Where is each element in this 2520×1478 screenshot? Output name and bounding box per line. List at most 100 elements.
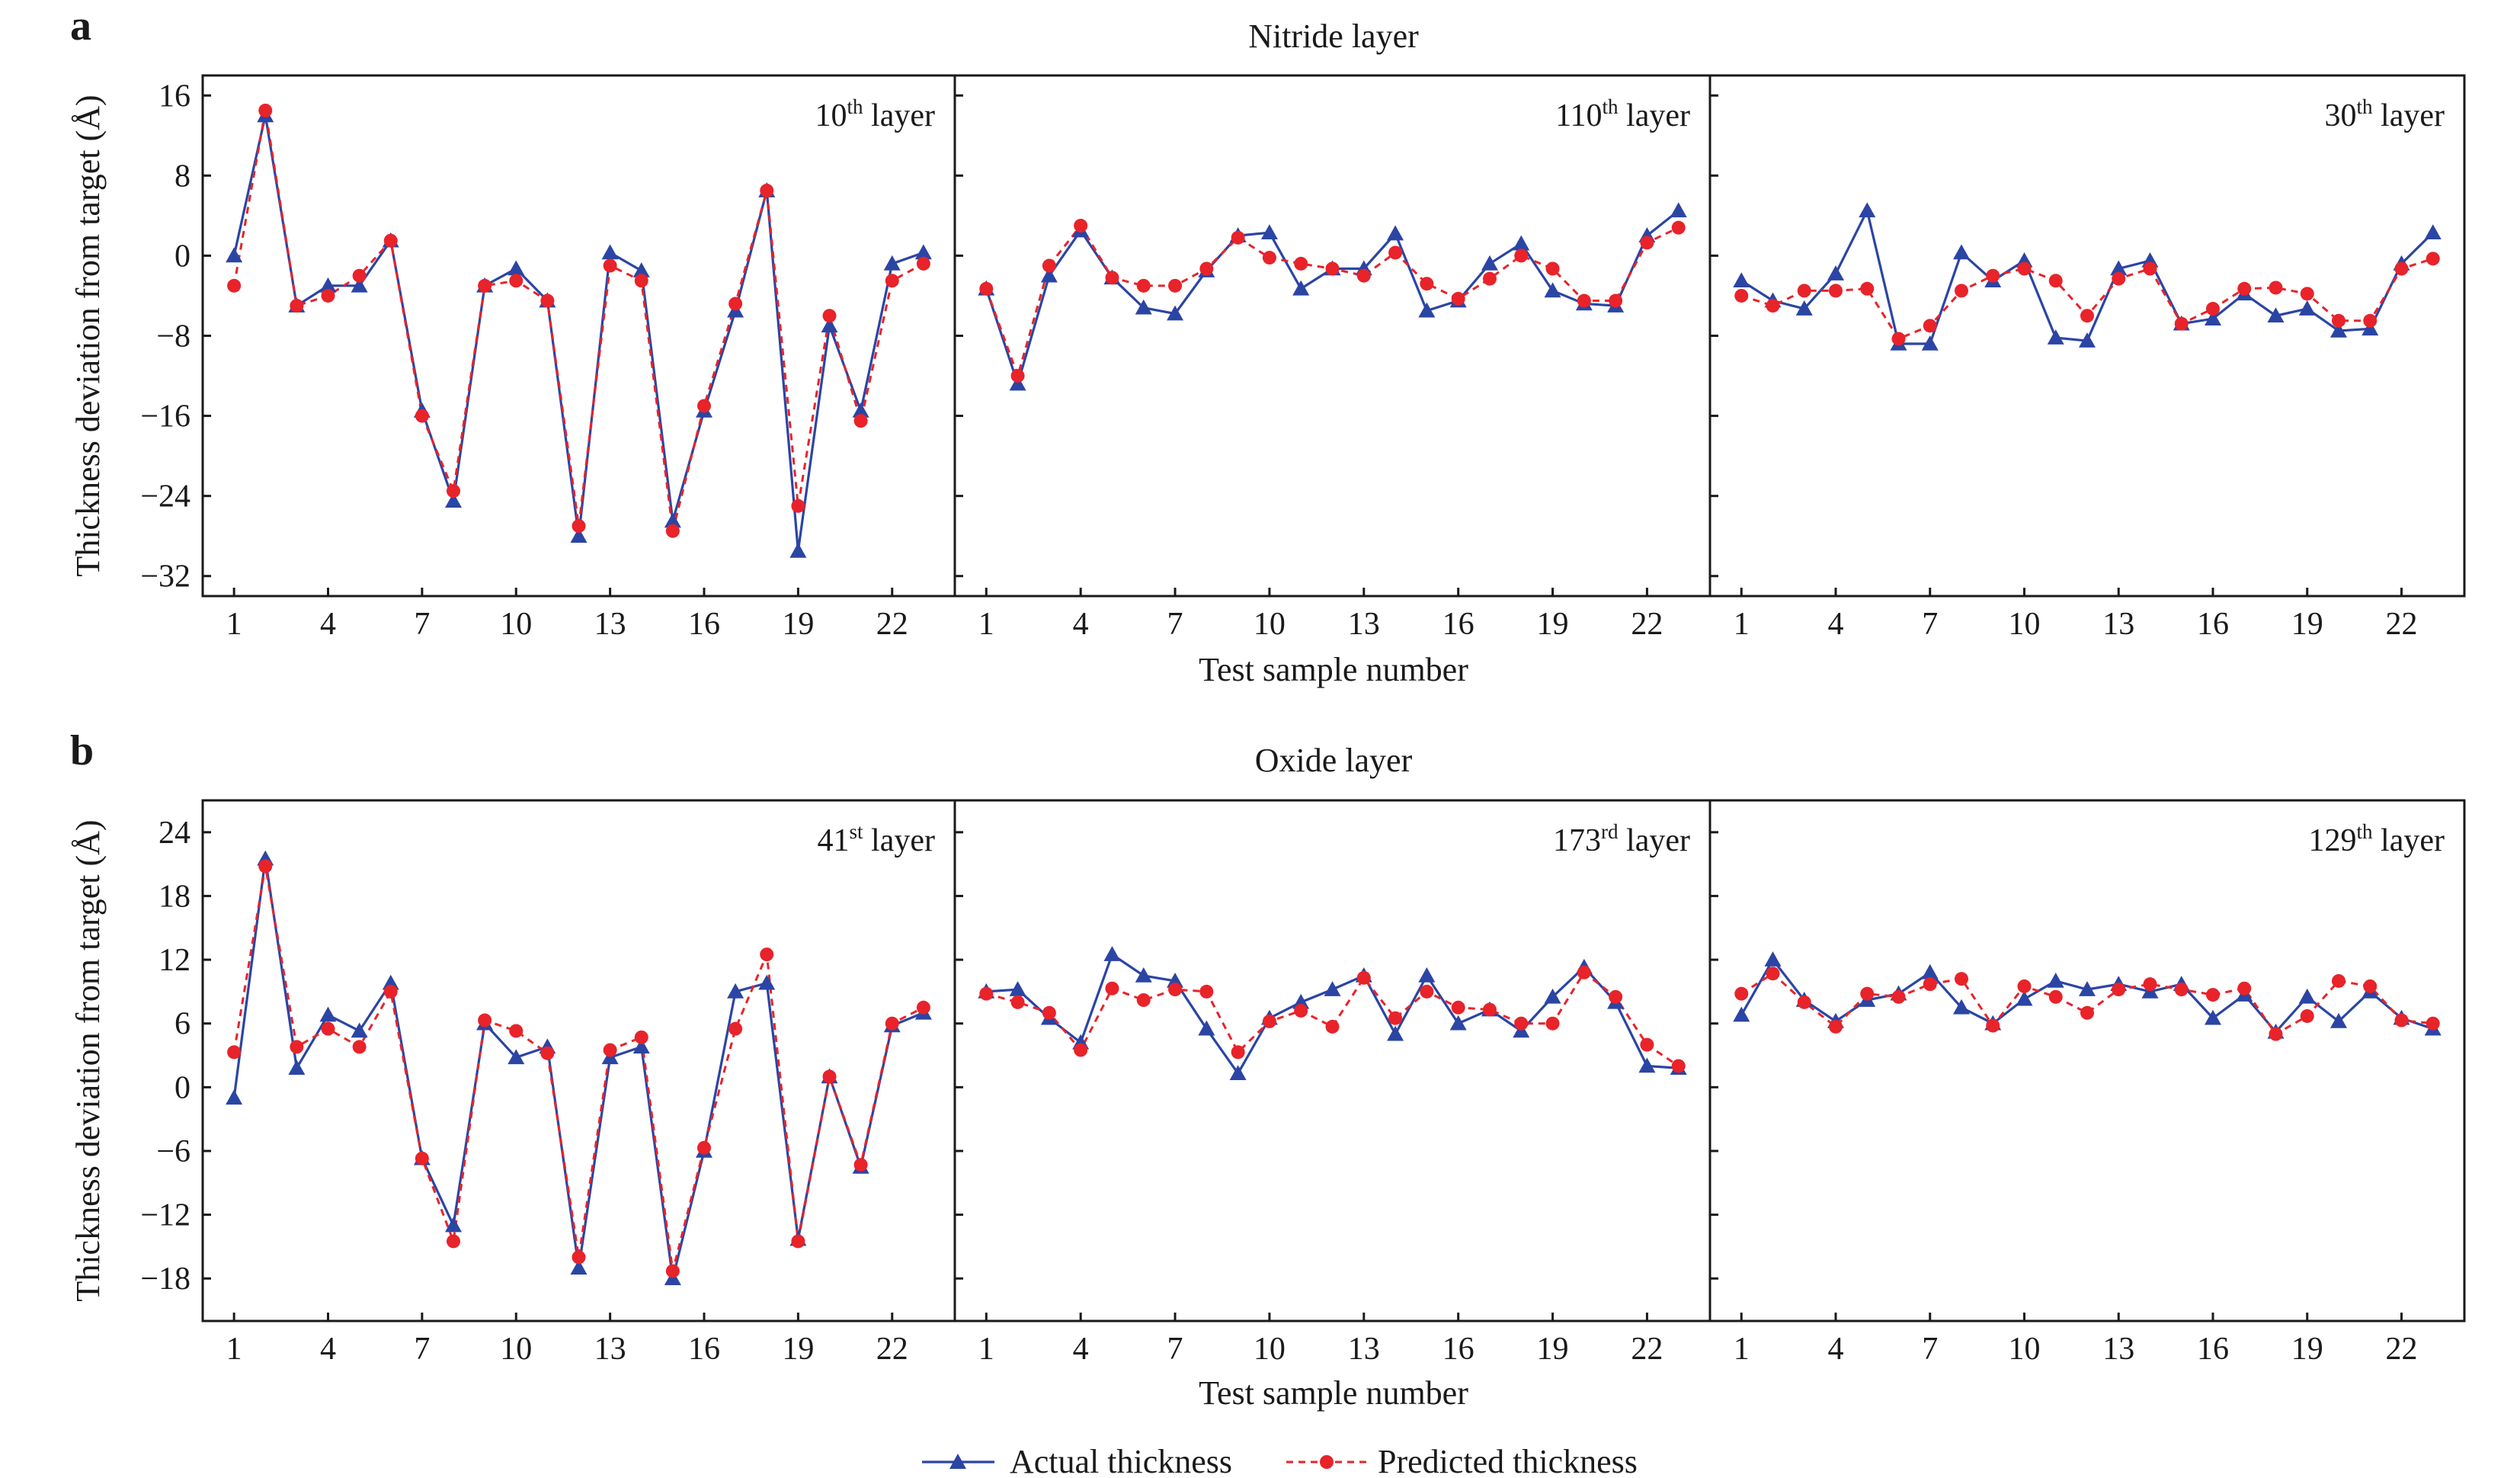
x-tick-label: 13 [2102,607,2134,642]
predicted-point [1671,1059,1686,1073]
actual-point [1638,1057,1656,1073]
actual-point [2330,322,2347,338]
predicted-point [791,499,805,513]
predicted-point [1262,251,1276,265]
predicted-point [2269,281,2283,295]
actual-point [1009,981,1026,996]
x-tick-label: 4 [1073,1332,1089,1367]
x-tick-label: 16 [688,1332,720,1367]
predicted-point [509,274,524,288]
actual-thickness-line [986,952,1679,1076]
actual-point [821,317,838,333]
predicted-point [1074,1043,1088,1057]
predicted-point [2237,281,2252,296]
layer-superscript: th [1603,95,1619,118]
predicted-point [1829,284,1843,298]
predicted-point [760,947,774,962]
x-tick-label: 1 [978,1332,994,1367]
actual-point [664,512,681,528]
predicted-thickness-line [1740,257,2434,341]
predicted-point [2048,274,2063,288]
predicted-point [1734,288,1749,303]
predicted-point [2332,313,2345,328]
predicted-point [1105,981,1119,995]
predicted-thickness-line [985,970,1679,1067]
x-axis-label: Test sample number [1199,1374,1468,1412]
y-tick-label: 6 [175,1007,191,1042]
y-tick-label: 0 [175,1070,191,1105]
predicted-point [258,103,273,117]
actual-thickness-line [985,210,1679,388]
actual-point [1292,993,1310,1009]
actual-point [2205,310,2221,325]
x-tick-label: 19 [2291,607,2323,642]
predicted-point [1325,1019,1340,1034]
actual-point [570,527,588,543]
actual-point [445,492,462,508]
layer-suffix: layer [863,823,935,858]
predicted-point [822,1069,837,1084]
y-tick-label: −16 [140,399,191,434]
layer-suffix: layer [863,98,935,133]
actual-point [1040,267,1058,283]
panel-label: b [70,727,94,774]
predicted-point [1199,984,1214,999]
actual-point [508,260,525,276]
predicted-point [2080,309,2094,323]
predicted-point [603,1043,617,1057]
predicted-point [1891,332,1906,346]
x-tick-label: 13 [1348,1332,1380,1367]
x-tick-label: 10 [2009,1332,2041,1367]
actual-point [632,262,650,277]
subplot-1: 24 18 12 6 0 −6 −12 −18 1 4 7 10 13 16 19 22 41st layer [140,799,956,1367]
predicted-point [1577,965,1591,979]
predicted-point [1010,369,1025,383]
legend-predicted-label: Predicted thickness [1378,1443,1638,1478]
actual-point [1009,375,1026,391]
layer-suffix: layer [1619,823,1690,858]
predicted-point [572,1250,586,1265]
predicted-point [603,258,617,273]
actual-point [2298,988,2316,1004]
actual-point [2016,990,2033,1006]
predicted-point [853,1158,868,1172]
actual-point [445,1217,462,1233]
x-tick-label: 7 [1922,607,1938,642]
predicted-point [979,986,994,1001]
predicted-point [2206,302,2220,316]
predicted-point [1482,271,1497,286]
predicted-point [2332,973,2345,988]
y-axis-label: Thickness deviation from target (Å) [69,95,107,576]
predicted-point [1986,1018,2000,1033]
x-tick-label: 19 [782,1332,814,1367]
predicted-point [1010,995,1025,1009]
layer-suffix: layer [2373,823,2445,858]
actual-point [2110,260,2128,276]
predicted-point [383,984,398,999]
predicted-point [352,268,367,283]
y-tick-label: −24 [140,479,191,515]
x-tick-label: 4 [1828,607,1844,642]
y-tick-label: −12 [140,1198,191,1233]
predicted-point [1986,268,2000,283]
plot-frame [953,74,1711,598]
actual-point [1921,335,1939,351]
predicted-point [1294,1003,1308,1018]
actual-point [382,974,399,990]
predicted-point [1766,967,1780,981]
predicted-point [979,281,994,296]
actual-point [1324,981,1341,996]
predicted-point [1325,261,1340,276]
actual-point [914,244,932,260]
predicted-point [1829,1019,1843,1034]
predicted-point [1136,278,1151,293]
actual-point [1544,282,1561,298]
x-tick-label: 10 [2009,607,2041,642]
predicted-point [1231,1045,1245,1060]
x-tick-label: 10 [500,607,532,642]
section-title: Nitride layer [1248,18,1419,55]
predicted-point [290,1040,304,1054]
actual-point [2361,320,2379,336]
